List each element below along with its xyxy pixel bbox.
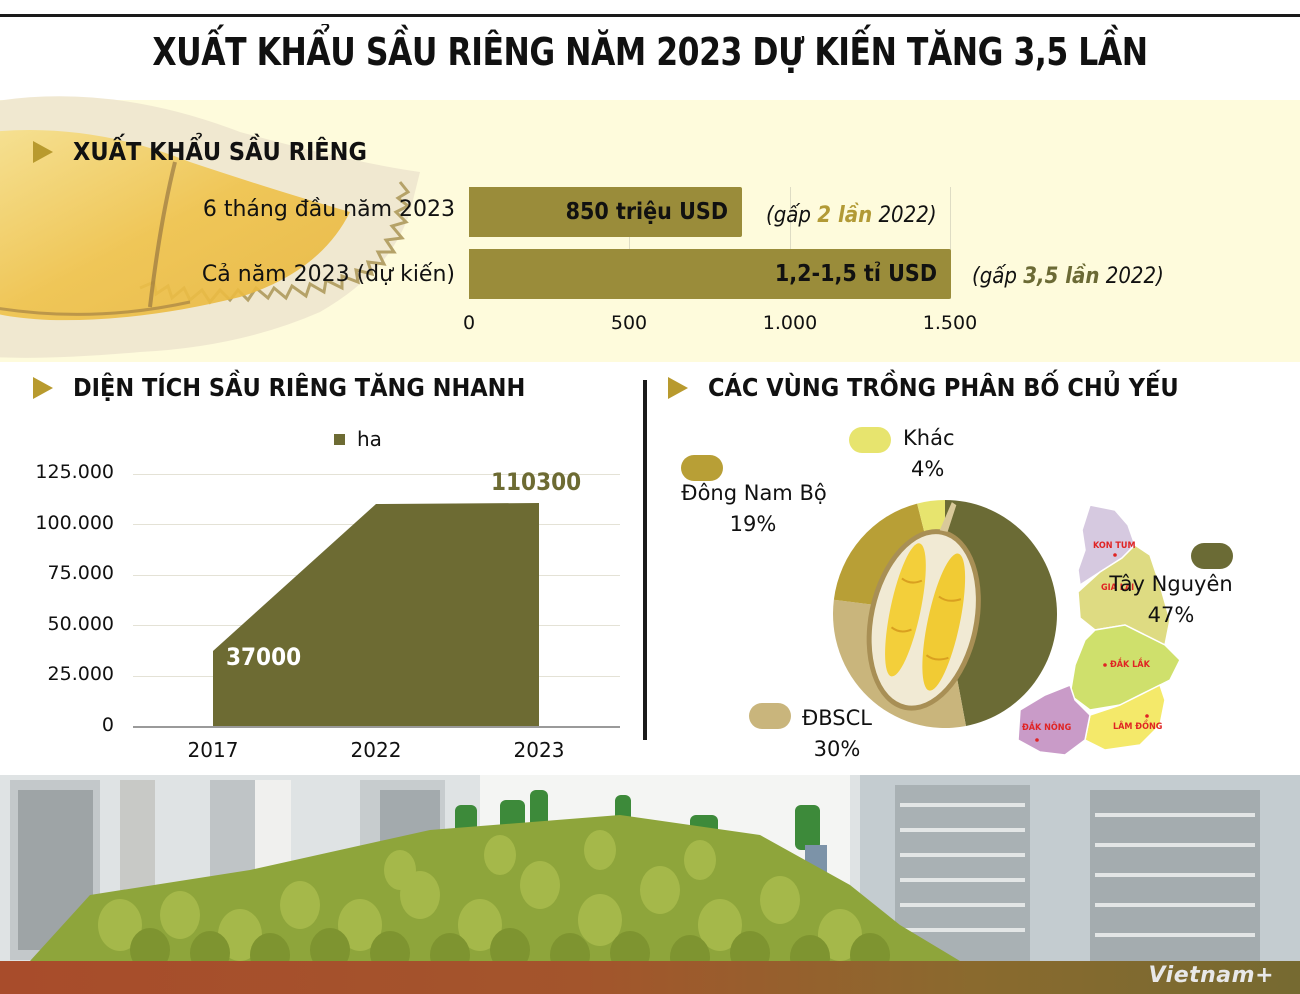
legend-swatch-tay-nguyen	[1191, 543, 1233, 569]
map-label-dak-nong: ĐẮK NÔNG	[1022, 723, 1072, 733]
footer-band	[0, 961, 1300, 994]
data-label-2023: 110300	[491, 468, 582, 496]
bar-full-year-2023: 1,2-1,5 tỉ USD	[469, 249, 951, 299]
legend-swatch	[334, 433, 345, 445]
bar-first-half-2023: 850 triệu USD	[469, 187, 742, 237]
export-bar-chart: 850 triệu USD 1,2-1,5 tỉ USD	[469, 187, 951, 299]
durian-warehouse-photo	[0, 775, 1300, 961]
x-axis-line	[133, 726, 620, 728]
triangle-bullet-icon	[33, 376, 53, 399]
pie-slice	[945, 500, 1057, 726]
data-label-2017: 37000	[226, 643, 302, 671]
export-section-heading: XUẤT KHẨU SẦU RIÊNG	[33, 137, 367, 166]
x-axis-tick: 1.000	[762, 312, 818, 334]
legend-tay-nguyen: Tây Nguyên 47%	[1109, 572, 1233, 627]
x-axis-tick: 2023	[513, 738, 565, 762]
y-axis-tick: 100.000	[35, 512, 114, 534]
pie-chart	[833, 500, 1057, 728]
grid-line	[133, 625, 620, 626]
bar-annotation: (gấp 3,5 lần 2022)	[972, 264, 1164, 289]
legend-khac: Khác 4%	[903, 426, 955, 481]
legend-dong-nam-bo: Đông Nam Bộ 19%	[681, 481, 827, 536]
chart-legend: ha	[334, 427, 382, 451]
x-axis-tick: 2017	[187, 738, 239, 762]
grid-line	[629, 187, 630, 299]
map-label-gia-lai: GIA LAI	[1101, 583, 1135, 593]
y-axis-tick: 0	[101, 714, 114, 736]
y-axis-tick: 125.000	[35, 461, 114, 483]
durian-slice-illustration	[0, 96, 420, 358]
section-divider	[643, 380, 647, 740]
bar-value-label: 1,2-1,5 tỉ USD	[774, 261, 937, 287]
legend-swatch-khac	[849, 427, 891, 453]
map-label-kon-tum: KON TUM	[1093, 541, 1136, 551]
y-axis-tick: 75.000	[47, 562, 114, 584]
grid-line	[133, 575, 620, 576]
legend-swatch-dbscl	[749, 703, 791, 729]
map-label-dak-lak: ĐẮK LẮK	[1110, 660, 1150, 670]
top-rule	[0, 14, 1300, 17]
bar-value-label: 850 triệu USD	[565, 199, 728, 225]
central-highlands-map	[1017, 504, 1181, 756]
legend-dbscl: ĐBSCL 30%	[801, 706, 872, 761]
bar-category-label: 6 tháng đầu năm 2023	[202, 197, 455, 222]
area-section-heading: DIỆN TÍCH SẦU RIÊNG TĂNG NHANH	[33, 373, 525, 402]
triangle-bullet-icon	[33, 140, 53, 163]
pie-section-heading: CÁC VÙNG TRỒNG PHÂN BỐ CHỦ YẾU	[668, 373, 1179, 402]
x-axis-tick: 2022	[350, 738, 402, 762]
grid-line	[133, 474, 620, 475]
bar-category-label: Cả năm 2023 (dự kiến)	[201, 262, 455, 287]
grid-line	[790, 187, 791, 299]
x-axis-tick: 0	[462, 312, 476, 334]
bar-annotation: (gấp 2 lần 2022)	[766, 203, 937, 228]
grid-line	[133, 524, 620, 525]
y-axis-tick: 25.000	[47, 663, 114, 685]
grid-line	[950, 187, 951, 299]
vietnamplus-logo: Vietnam+	[1148, 963, 1274, 988]
x-axis-tick: 1.500	[922, 312, 978, 334]
grid-line	[133, 676, 620, 677]
triangle-bullet-icon	[668, 376, 688, 399]
map-label-lam-dong: LÂM ĐỒNG	[1113, 722, 1163, 732]
x-axis-tick: 500	[610, 312, 648, 334]
durian-illustration	[866, 502, 981, 711]
y-axis-tick: 50.000	[47, 613, 114, 635]
legend-swatch-dong-nam-bo	[681, 455, 723, 481]
page-title: XUẤT KHẨU SẦU RIÊNG NĂM 2023 DỰ KIẾN TĂN…	[152, 30, 1148, 74]
